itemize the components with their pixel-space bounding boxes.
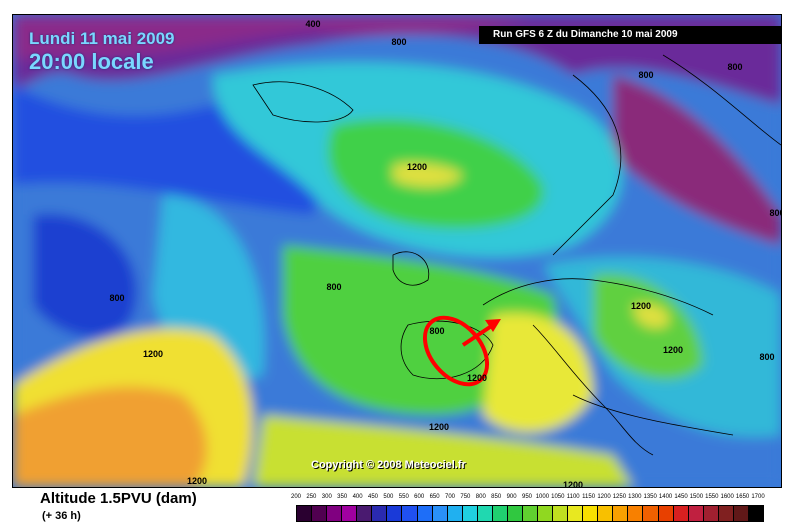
color-scale: [296, 505, 764, 522]
contour-label: 1200: [428, 422, 450, 432]
scale-swatch: [417, 506, 433, 521]
contour-label: 1200: [562, 480, 584, 488]
scale-label: 750: [460, 494, 471, 500]
forecast-offset: (+ 36 h): [42, 510, 81, 522]
scale-label: 450: [367, 494, 379, 500]
scale-swatch: [658, 506, 674, 521]
contour-label: 1200: [630, 301, 652, 311]
scale-swatch: [628, 506, 644, 521]
contour-label: 800: [769, 208, 781, 218]
scale-label: 800: [475, 494, 486, 500]
scale-swatch: [477, 506, 493, 521]
map-area: Lundi 11 mai 2009 20:00 locale Run GFS 6…: [12, 14, 782, 488]
scale-swatch: [643, 506, 659, 521]
copyright: Copyright © 2008 Meteociel.fr: [311, 459, 466, 471]
scale-label: 1200: [597, 494, 611, 500]
scale-label: 650: [429, 494, 440, 500]
scale-swatch: [462, 506, 478, 521]
contour-label: 800: [429, 326, 445, 336]
scale-swatch: [507, 506, 523, 521]
weather-map: [13, 15, 781, 487]
scale-swatch: [357, 506, 373, 521]
scale-swatch: [522, 506, 538, 521]
scale-swatch: [733, 506, 749, 521]
contour-label: 800: [109, 293, 125, 303]
contour-label: 1200: [186, 476, 208, 486]
contour-label: 800: [727, 62, 743, 72]
pv-field: [13, 15, 781, 487]
map-title: Altitude 1.5PVU (dam): [40, 490, 197, 507]
scale-label: 1250: [612, 494, 627, 500]
scale-swatch: [402, 506, 418, 521]
contour-label: 800: [326, 282, 342, 292]
contour-label: 800: [759, 352, 775, 362]
contour-label: 1200: [142, 349, 164, 359]
scale-swatch: [297, 506, 313, 521]
scale-label: 400: [352, 494, 363, 500]
scale-label: 700: [444, 494, 456, 500]
scale-label: 300: [321, 494, 332, 500]
scale-swatch: [432, 506, 448, 521]
forecast-date: Lundi 11 mai 2009: [29, 29, 175, 48]
contour-label: 1200: [406, 162, 428, 172]
scale-label: 250: [306, 494, 317, 500]
scale-label: 1500: [689, 494, 704, 500]
scale-swatch: [748, 506, 763, 521]
scale-label: 950: [521, 494, 533, 500]
contour-label: 1200: [466, 373, 488, 383]
scale-label: 1100: [566, 494, 580, 500]
scale-label: 600: [414, 494, 425, 500]
scale-label: 850: [491, 494, 502, 500]
scale-label: 1350: [643, 494, 657, 500]
run-info: Run GFS 6 Z du Dimanche 10 mai 2009: [479, 26, 781, 44]
scale-swatch: [703, 506, 719, 521]
scale-label: 1000: [535, 494, 550, 500]
scale-label: 1300: [628, 494, 642, 500]
scale-swatch: [553, 506, 569, 521]
scale-swatch: [673, 506, 689, 521]
scale-label: 1550: [705, 494, 719, 500]
forecast-time: 20:00 locale: [29, 49, 154, 74]
scale-label: 1650: [735, 494, 750, 500]
contour-label: 1200: [662, 345, 684, 355]
scale-label: 1600: [720, 494, 734, 500]
scale-swatch: [342, 506, 358, 521]
scale-swatch: [492, 506, 508, 521]
scale-swatch: [447, 506, 463, 521]
contour-label: 400: [305, 19, 321, 29]
scale-swatch: [312, 506, 328, 521]
scale-swatch: [538, 506, 554, 521]
scale-swatch: [718, 506, 734, 521]
scale-label: 550: [398, 494, 409, 500]
scale-swatch: [372, 506, 388, 521]
scale-label: 1050: [551, 494, 565, 500]
scale-label: 1700: [751, 494, 765, 500]
contour-label: 800: [638, 70, 654, 80]
scale-swatch: [387, 506, 403, 521]
scale-label: 1450: [674, 494, 688, 500]
scale-swatch: [583, 506, 599, 521]
scale-swatch: [598, 506, 614, 521]
contour-label: 800: [391, 37, 407, 47]
scale-swatch: [568, 506, 584, 521]
scale-swatch: [688, 506, 704, 521]
scale-label: 1400: [658, 494, 673, 500]
scale-labels: 200 250 300 350 400 450 500 550 600 650 700 750 800 8…: [290, 494, 765, 504]
scale-label: 350: [337, 494, 348, 500]
scale-label: 500: [383, 494, 394, 500]
scale-label: 1150: [582, 494, 596, 500]
scale-swatch: [613, 506, 629, 521]
scale-swatch: [327, 506, 343, 521]
scale-label: 200: [290, 494, 302, 500]
highlight-marker: [422, 315, 501, 387]
scale-label: 900: [506, 494, 517, 500]
